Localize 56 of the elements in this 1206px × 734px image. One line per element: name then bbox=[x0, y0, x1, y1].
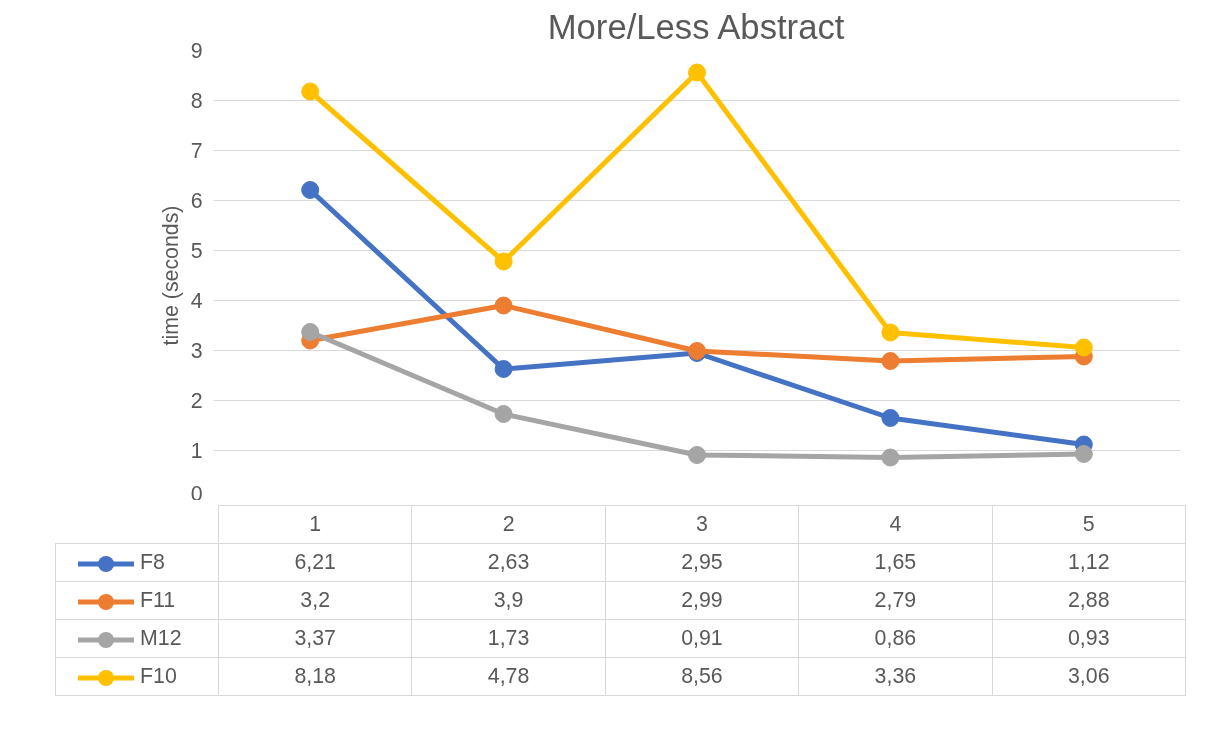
data-label: 6,21 bbox=[218, 543, 412, 582]
point bbox=[301, 323, 320, 341]
point bbox=[494, 405, 513, 423]
x-tick-label: 5 bbox=[992, 505, 1186, 544]
data-label: 8,18 bbox=[218, 657, 412, 696]
point bbox=[494, 296, 513, 315]
point bbox=[881, 323, 900, 342]
x-tick-label: 1 bbox=[218, 505, 412, 544]
data-label: 8,56 bbox=[605, 657, 799, 696]
x-tick-label: 2 bbox=[411, 505, 606, 544]
legend-label: F11 bbox=[55, 581, 219, 620]
point bbox=[688, 63, 706, 82]
y-tick-label: 6 bbox=[190, 189, 203, 213]
data-label: 3,37 bbox=[218, 619, 412, 658]
data-label: 2,88 bbox=[992, 581, 1186, 620]
y-tick-label: 3 bbox=[190, 339, 203, 363]
point bbox=[1074, 338, 1093, 357]
data-label: 0,93 bbox=[992, 619, 1186, 658]
legend-label: M12 bbox=[55, 619, 219, 658]
y-tick-label: 5 bbox=[190, 239, 203, 263]
data-label: 2,99 bbox=[605, 581, 799, 620]
x-tick-label: 3 bbox=[605, 505, 799, 544]
data-label: 3,06 bbox=[992, 657, 1186, 696]
point bbox=[881, 409, 900, 427]
y-tick-label: 1 bbox=[190, 439, 203, 463]
y-tick-label: 0 bbox=[190, 481, 203, 506]
data-label: 3,9 bbox=[411, 581, 606, 620]
y-tick-label: 4 bbox=[190, 289, 203, 313]
data-label: 2,95 bbox=[605, 543, 799, 582]
point bbox=[881, 352, 900, 370]
y-tick-label: 8 bbox=[190, 89, 203, 113]
data-label: 3,2 bbox=[218, 581, 412, 620]
data-label: 3,36 bbox=[798, 657, 993, 696]
y-tick-label: 7 bbox=[190, 139, 203, 163]
y-axis-title: time (seconds) bbox=[158, 205, 183, 346]
data-label: 0,91 bbox=[605, 619, 799, 658]
point bbox=[301, 181, 320, 199]
data-label: 1,73 bbox=[411, 619, 606, 658]
point bbox=[494, 360, 513, 378]
y-tick-label: 2 bbox=[190, 389, 203, 413]
data-label: 1,12 bbox=[992, 543, 1186, 582]
point bbox=[688, 446, 706, 464]
legend-label: F10 bbox=[55, 657, 219, 696]
data-label: 4,78 bbox=[411, 657, 606, 696]
legend-label: F8 bbox=[55, 543, 219, 582]
data-label: 2,63 bbox=[411, 543, 606, 582]
data-label: 2,79 bbox=[798, 581, 993, 620]
point bbox=[301, 82, 320, 101]
data-label: 0,86 bbox=[798, 619, 993, 658]
point bbox=[494, 252, 513, 271]
x-tick-label: 4 bbox=[798, 505, 993, 544]
chart-title: More/Less Abstract bbox=[547, 7, 845, 46]
y-tick-label: 9 bbox=[190, 39, 203, 63]
point bbox=[881, 448, 900, 467]
point bbox=[1074, 445, 1093, 463]
data-label: 1,65 bbox=[798, 543, 993, 582]
